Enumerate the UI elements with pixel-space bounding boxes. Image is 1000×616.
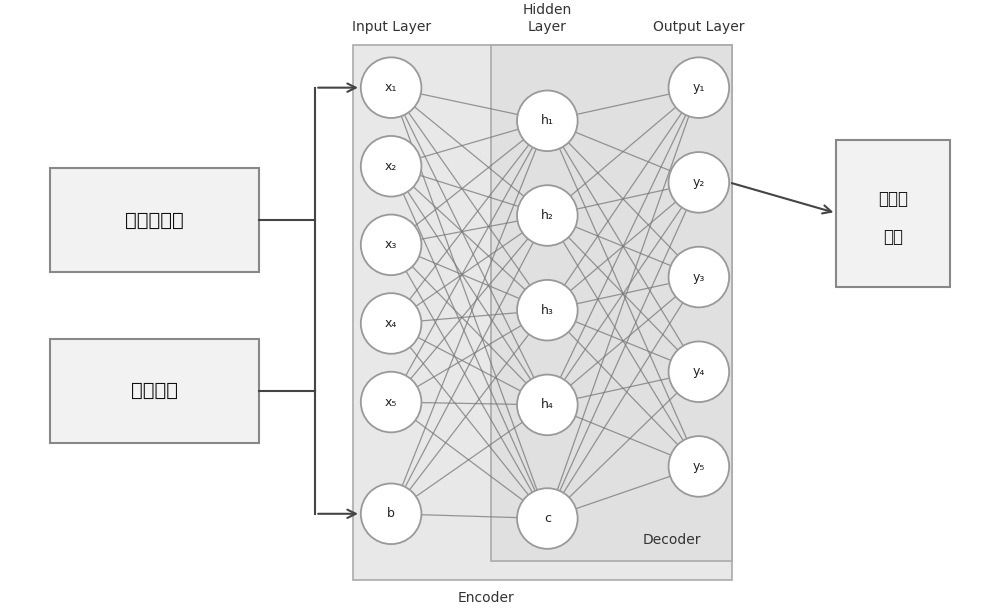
Text: x₁: x₁ bbox=[385, 81, 397, 94]
Text: y₄: y₄ bbox=[693, 365, 705, 378]
Text: x₄: x₄ bbox=[385, 317, 397, 330]
Bar bbox=[50, 339, 259, 443]
Text: y₂: y₂ bbox=[693, 176, 705, 189]
Bar bbox=[353, 45, 732, 580]
Circle shape bbox=[669, 341, 729, 402]
Text: h₁: h₁ bbox=[541, 115, 554, 128]
Text: y₅: y₅ bbox=[693, 460, 705, 473]
Bar bbox=[50, 168, 259, 272]
Text: y₁: y₁ bbox=[693, 81, 705, 94]
Bar bbox=[836, 140, 950, 286]
Circle shape bbox=[669, 436, 729, 496]
Text: 个性化信息: 个性化信息 bbox=[125, 211, 184, 230]
Bar bbox=[491, 45, 732, 561]
Circle shape bbox=[361, 136, 421, 197]
Circle shape bbox=[517, 280, 578, 341]
Text: x₅: x₅ bbox=[385, 395, 397, 408]
Text: b: b bbox=[387, 508, 395, 521]
Text: 药品需求: 药品需求 bbox=[131, 381, 178, 400]
Text: Input Layer: Input Layer bbox=[352, 20, 431, 34]
Circle shape bbox=[669, 57, 729, 118]
Text: h₂: h₂ bbox=[541, 209, 554, 222]
Circle shape bbox=[517, 91, 578, 151]
Circle shape bbox=[517, 185, 578, 246]
Text: y₃: y₃ bbox=[693, 270, 705, 283]
Text: Decoder: Decoder bbox=[642, 533, 701, 547]
Text: h₄: h₄ bbox=[541, 399, 554, 411]
Text: Encoder: Encoder bbox=[457, 591, 514, 606]
Circle shape bbox=[361, 214, 421, 275]
Circle shape bbox=[361, 371, 421, 432]
Text: x₂: x₂ bbox=[385, 160, 397, 172]
Text: 药品: 药品 bbox=[883, 228, 903, 246]
Text: c: c bbox=[544, 512, 551, 525]
Circle shape bbox=[361, 293, 421, 354]
Circle shape bbox=[361, 57, 421, 118]
Text: Hidden
Layer: Hidden Layer bbox=[523, 4, 572, 34]
Circle shape bbox=[669, 152, 729, 213]
Text: x₃: x₃ bbox=[385, 238, 397, 251]
Circle shape bbox=[361, 484, 421, 544]
Text: h₃: h₃ bbox=[541, 304, 554, 317]
Text: 推荐的: 推荐的 bbox=[878, 190, 908, 208]
Circle shape bbox=[517, 375, 578, 435]
Circle shape bbox=[669, 247, 729, 307]
Text: Output Layer: Output Layer bbox=[653, 20, 745, 34]
Circle shape bbox=[517, 488, 578, 549]
